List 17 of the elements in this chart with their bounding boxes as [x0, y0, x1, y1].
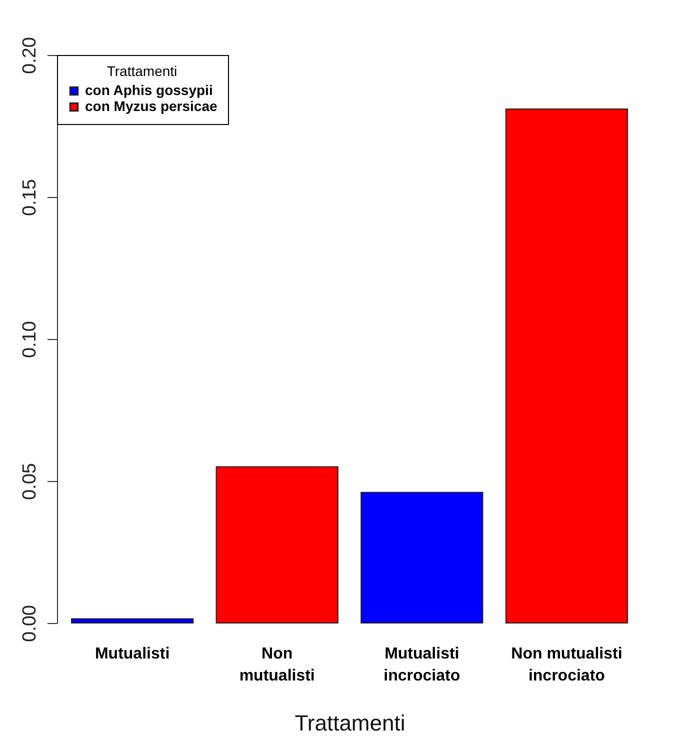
y-tick-label: 0.20 — [20, 37, 40, 74]
x-tick-label: Mutualisti incrociato — [384, 646, 460, 684]
x-tick-label: Non mutualisti incrociato — [511, 646, 622, 684]
legend-label: con Myzus persicae — [85, 98, 218, 114]
bar — [505, 108, 628, 624]
y-tick-label: 0.00 — [20, 605, 40, 642]
bar — [70, 618, 194, 624]
legend-title: Trattamenti — [106, 63, 178, 79]
y-tick-label: 0.05 — [20, 463, 40, 500]
x-tick-label: Mutualisti — [94, 646, 170, 662]
y-tick-label: 0.10 — [20, 321, 40, 358]
x-axis-title: Trattamenti — [294, 710, 406, 736]
legend-label: con Aphis gossypii — [85, 82, 213, 98]
x-tick-label: Non mutualisti — [239, 646, 315, 684]
bar — [216, 466, 338, 624]
y-tick-label: 0.15 — [20, 179, 40, 216]
bar — [360, 492, 484, 624]
